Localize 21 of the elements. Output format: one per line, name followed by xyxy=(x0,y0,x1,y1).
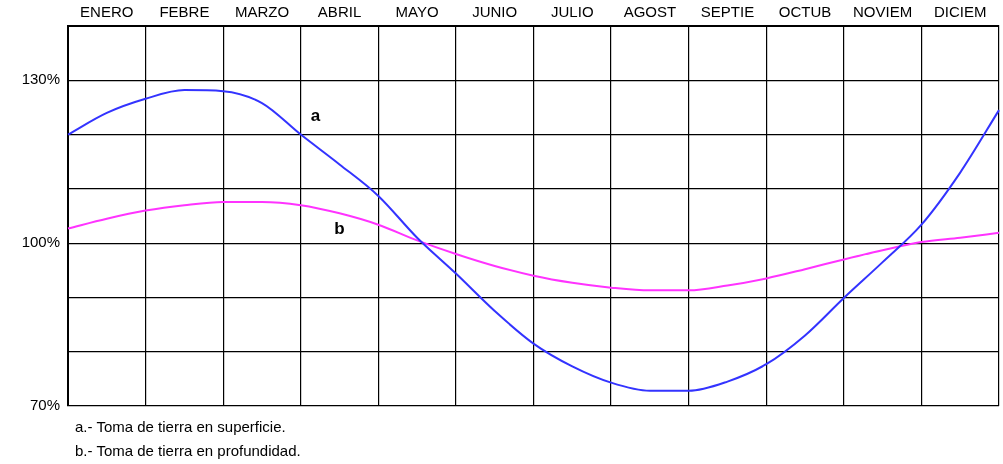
text: a.- Toma de tierra en superficie. xyxy=(75,418,286,436)
series-label: b xyxy=(334,218,345,238)
x-tick-label: FEBRE xyxy=(159,3,210,21)
x-tick-label: ABRIL xyxy=(317,3,362,21)
y-tick-label: 100% xyxy=(21,233,60,251)
y-tick-label: 130% xyxy=(21,70,60,88)
y-tick-label: 70% xyxy=(29,396,60,414)
x-tick-label: MAYO xyxy=(395,3,439,21)
x-tick-label: OCTUB xyxy=(778,3,832,21)
x-tick-label: AGOST xyxy=(623,3,677,21)
x-tick-label: JUNIO xyxy=(472,3,518,21)
x-tick-label: ENERO xyxy=(80,3,134,21)
x-tick-label: DICIEM xyxy=(933,3,987,21)
x-tick-label: NOVIEM xyxy=(853,3,913,21)
x-tick-label: MARZO xyxy=(234,3,290,21)
x-tick-label: JULIO xyxy=(551,3,594,21)
x-tick-label: SEPTIE xyxy=(700,3,755,21)
line-series xyxy=(67,89,1000,392)
line-series xyxy=(67,200,1000,292)
text: b.- Toma de tierra en profundidad. xyxy=(75,442,301,460)
series-label: a xyxy=(310,106,321,126)
